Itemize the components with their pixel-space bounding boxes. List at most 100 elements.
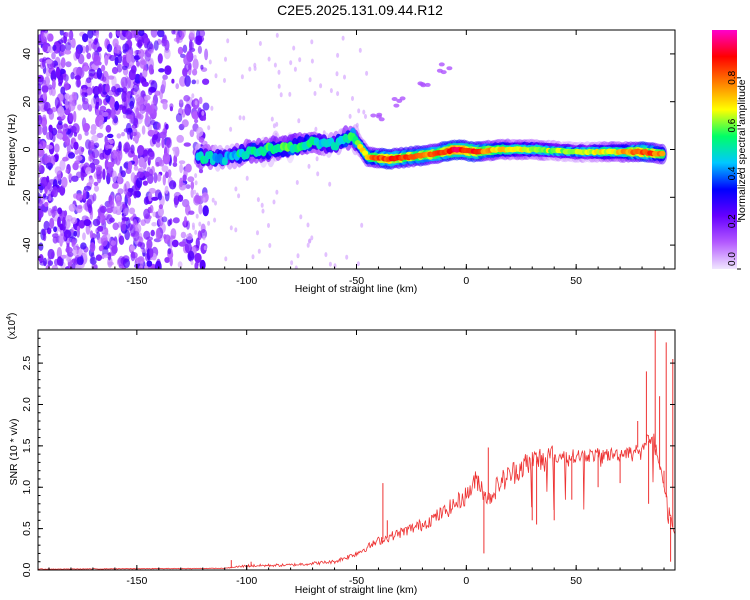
- noise-speck: [117, 53, 123, 64]
- noise-speck: [179, 163, 184, 174]
- noise-speck: [125, 31, 133, 40]
- noise-speck: [357, 108, 361, 114]
- snr-multiplier-close: ): [7, 313, 18, 316]
- noise-speck: [180, 231, 187, 239]
- noise-speck: [162, 101, 168, 110]
- noise-speck: [89, 256, 97, 265]
- noise-speck: [135, 107, 139, 118]
- noise-speck: [194, 118, 199, 124]
- noise-speck: [224, 56, 227, 62]
- noise-speck: [70, 217, 78, 225]
- y-tick-label: 40: [21, 48, 33, 60]
- noise-speck: [125, 77, 131, 89]
- noise-speck: [60, 51, 65, 56]
- noise-speck: [267, 56, 271, 62]
- noise-speck: [179, 30, 186, 39]
- noise-speck: [167, 219, 172, 227]
- y-tick-label: 20: [21, 96, 33, 108]
- noise-speck: [187, 176, 195, 183]
- noise-speck: [185, 163, 192, 173]
- noise-speck: [189, 30, 196, 38]
- noise-speck: [104, 227, 109, 236]
- noise-speck: [132, 50, 137, 56]
- noise-speck: [109, 200, 115, 209]
- noise-speck: [187, 250, 195, 262]
- noise-speck: [213, 217, 217, 223]
- noise-speck: [343, 74, 346, 80]
- noise-speck: [146, 106, 153, 115]
- noise-speck: [135, 94, 141, 103]
- noise-speck: [109, 96, 116, 109]
- noise-speck: [155, 141, 161, 148]
- noise-speck: [94, 185, 99, 192]
- noise-speck: [290, 260, 294, 266]
- noise-speck: [127, 161, 133, 171]
- noise-speck: [157, 192, 163, 201]
- noise-speck: [112, 182, 119, 189]
- noise-speck: [168, 235, 176, 240]
- noise-speck: [72, 67, 81, 76]
- noise-speck: [101, 254, 109, 259]
- noise-speck: [185, 220, 190, 230]
- noise-speck: [60, 86, 66, 95]
- noise-speck: [142, 180, 148, 186]
- noise-speck: [104, 140, 110, 151]
- noise-speck: [156, 173, 162, 182]
- heatmap-noise: [38, 30, 369, 269]
- noise-speck: [123, 183, 127, 195]
- noise-speck: [47, 207, 53, 217]
- noise-speck: [310, 235, 314, 241]
- noise-speck: [86, 37, 94, 44]
- branch-blob: [419, 82, 426, 87]
- noise-speck: [164, 257, 170, 263]
- x-tick-label: 50: [570, 275, 582, 287]
- noise-speck: [68, 30, 74, 41]
- noise-speck: [44, 152, 49, 165]
- noise-speck: [115, 196, 122, 207]
- noise-speck: [149, 248, 154, 258]
- noise-speck: [189, 39, 193, 51]
- noise-speck: [106, 133, 114, 139]
- noise-speck: [65, 169, 69, 174]
- noise-speck: [202, 102, 210, 111]
- noise-speck: [49, 217, 55, 229]
- noise-speck: [328, 261, 332, 267]
- noise-speck: [137, 113, 144, 120]
- noise-speck: [50, 70, 57, 82]
- noise-speck: [173, 154, 178, 164]
- noise-speck: [179, 177, 184, 188]
- noise-speck: [86, 52, 91, 60]
- noise-speck: [63, 229, 72, 239]
- noise-speck: [161, 165, 169, 173]
- noise-speck: [163, 234, 171, 244]
- noise-speck: [151, 99, 156, 110]
- noise-speck: [151, 222, 157, 227]
- branch-blob: [399, 96, 406, 101]
- noise-speck: [126, 92, 131, 104]
- noise-speck: [54, 143, 60, 153]
- noise-speck: [89, 153, 93, 163]
- noise-speck: [47, 248, 55, 260]
- noise-speck: [161, 78, 167, 90]
- noise-speck: [110, 107, 116, 120]
- noise-speck: [192, 68, 198, 76]
- noise-speck: [123, 207, 129, 216]
- noise-speck: [57, 216, 61, 228]
- noise-speck: [193, 189, 197, 195]
- noise-speck: [75, 193, 83, 201]
- noise-speck: [85, 139, 92, 150]
- noise-speck: [137, 145, 145, 156]
- noise-speck: [188, 210, 195, 215]
- noise-speck: [335, 71, 339, 77]
- noise-speck: [64, 98, 69, 110]
- noise-speck: [130, 65, 137, 74]
- noise-speck: [75, 78, 82, 88]
- noise-speck: [117, 149, 123, 162]
- noise-speck: [83, 185, 92, 191]
- noise-speck: [64, 42, 72, 51]
- noise-speck: [128, 207, 136, 215]
- noise-speck: [38, 173, 41, 178]
- noise-speck: [96, 132, 104, 139]
- noise-speck: [59, 223, 64, 231]
- noise-speck: [47, 154, 52, 165]
